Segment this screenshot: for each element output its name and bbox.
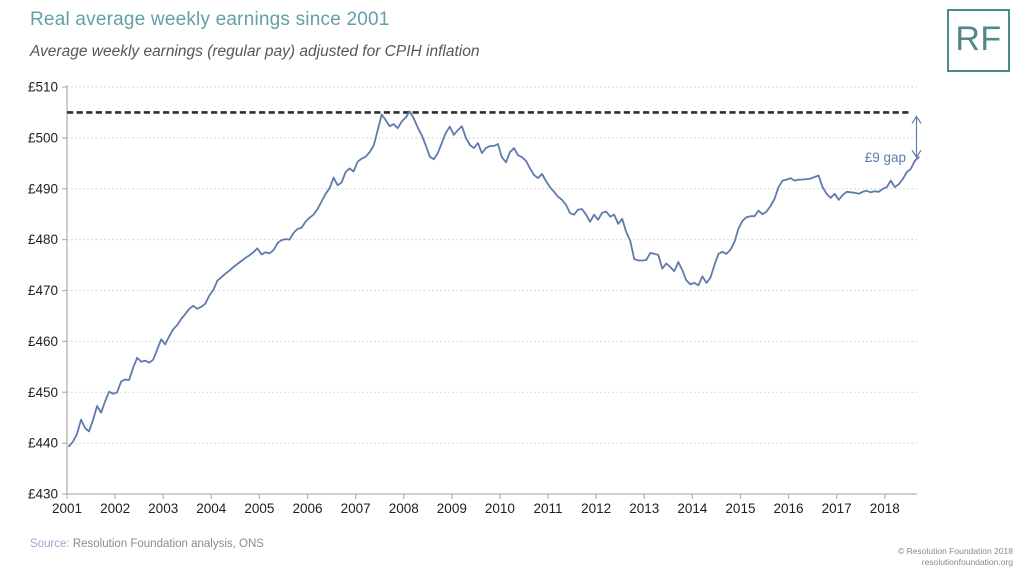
source-label: Source: bbox=[30, 538, 70, 550]
gap-arrowhead-down bbox=[911, 149, 922, 159]
gap-arrowhead-up bbox=[911, 115, 922, 124]
x-axis-labels: 2001 2002 2003 2004 2005 2006 2007 2008 2009 2010… bbox=[52, 494, 900, 516]
x-tick-label: 2015 bbox=[725, 501, 755, 516]
x-tick-label: 2018 bbox=[870, 501, 900, 516]
page-title: Real average weekly earnings since 2001 bbox=[30, 9, 390, 30]
x-tick-label: 2008 bbox=[389, 501, 419, 516]
y-tick-label: £510 bbox=[28, 80, 58, 95]
y-tick-label: £430 bbox=[28, 487, 58, 502]
x-tick-label: 2017 bbox=[822, 501, 852, 516]
x-tick-label: 2013 bbox=[629, 501, 659, 516]
y-tick-label: £440 bbox=[28, 436, 58, 451]
x-tick-label: 2012 bbox=[581, 501, 611, 516]
x-tick-label: 2011 bbox=[534, 501, 563, 516]
x-tick-label: 2006 bbox=[292, 501, 322, 516]
website-line: resolutionfoundation.org bbox=[921, 557, 1013, 567]
y-axis-labels: £430 £440 £450 £460 £470 £480 £490 £500 £510 bbox=[28, 80, 67, 502]
y-tick-label: £470 bbox=[28, 283, 58, 298]
x-tick-label: 2007 bbox=[341, 501, 371, 516]
x-tick-label: 2003 bbox=[148, 501, 178, 516]
x-tick-label: 2002 bbox=[100, 501, 130, 516]
rf-logo-text: RF bbox=[955, 20, 1002, 58]
source-line: Source: Resolution Foundation analysis, … bbox=[30, 538, 264, 550]
axes bbox=[66, 85, 917, 495]
source-text: Resolution Foundation analysis, ONS bbox=[69, 538, 264, 550]
gridlines bbox=[67, 86, 917, 444]
rf-logo: RF bbox=[947, 9, 1010, 72]
page-subtitle: Average weekly earnings (regular pay) ad… bbox=[30, 43, 480, 60]
y-tick-label: £500 bbox=[28, 130, 58, 145]
y-tick-label: £490 bbox=[28, 181, 58, 196]
x-tick-label: 2001 bbox=[52, 501, 82, 516]
gap-label: £9 gap bbox=[865, 150, 906, 165]
x-tick-label: 2016 bbox=[774, 501, 804, 516]
earnings-series-line bbox=[68, 110, 920, 448]
y-tick-label: £450 bbox=[28, 385, 58, 400]
x-tick-label: 2009 bbox=[437, 501, 467, 516]
x-tick-label: 2010 bbox=[485, 501, 515, 516]
footer-credit: © Resolution Foundation 2018 resolutionf… bbox=[898, 546, 1013, 568]
x-tick-label: 2014 bbox=[677, 501, 708, 516]
copyright-line: © Resolution Foundation 2018 bbox=[898, 546, 1013, 556]
x-tick-label: 2005 bbox=[244, 501, 274, 516]
y-tick-label: £460 bbox=[28, 334, 58, 349]
x-tick-label: 2004 bbox=[196, 501, 227, 516]
y-tick-label: £480 bbox=[28, 232, 58, 247]
gap-annotation: £9 gap bbox=[865, 115, 922, 165]
